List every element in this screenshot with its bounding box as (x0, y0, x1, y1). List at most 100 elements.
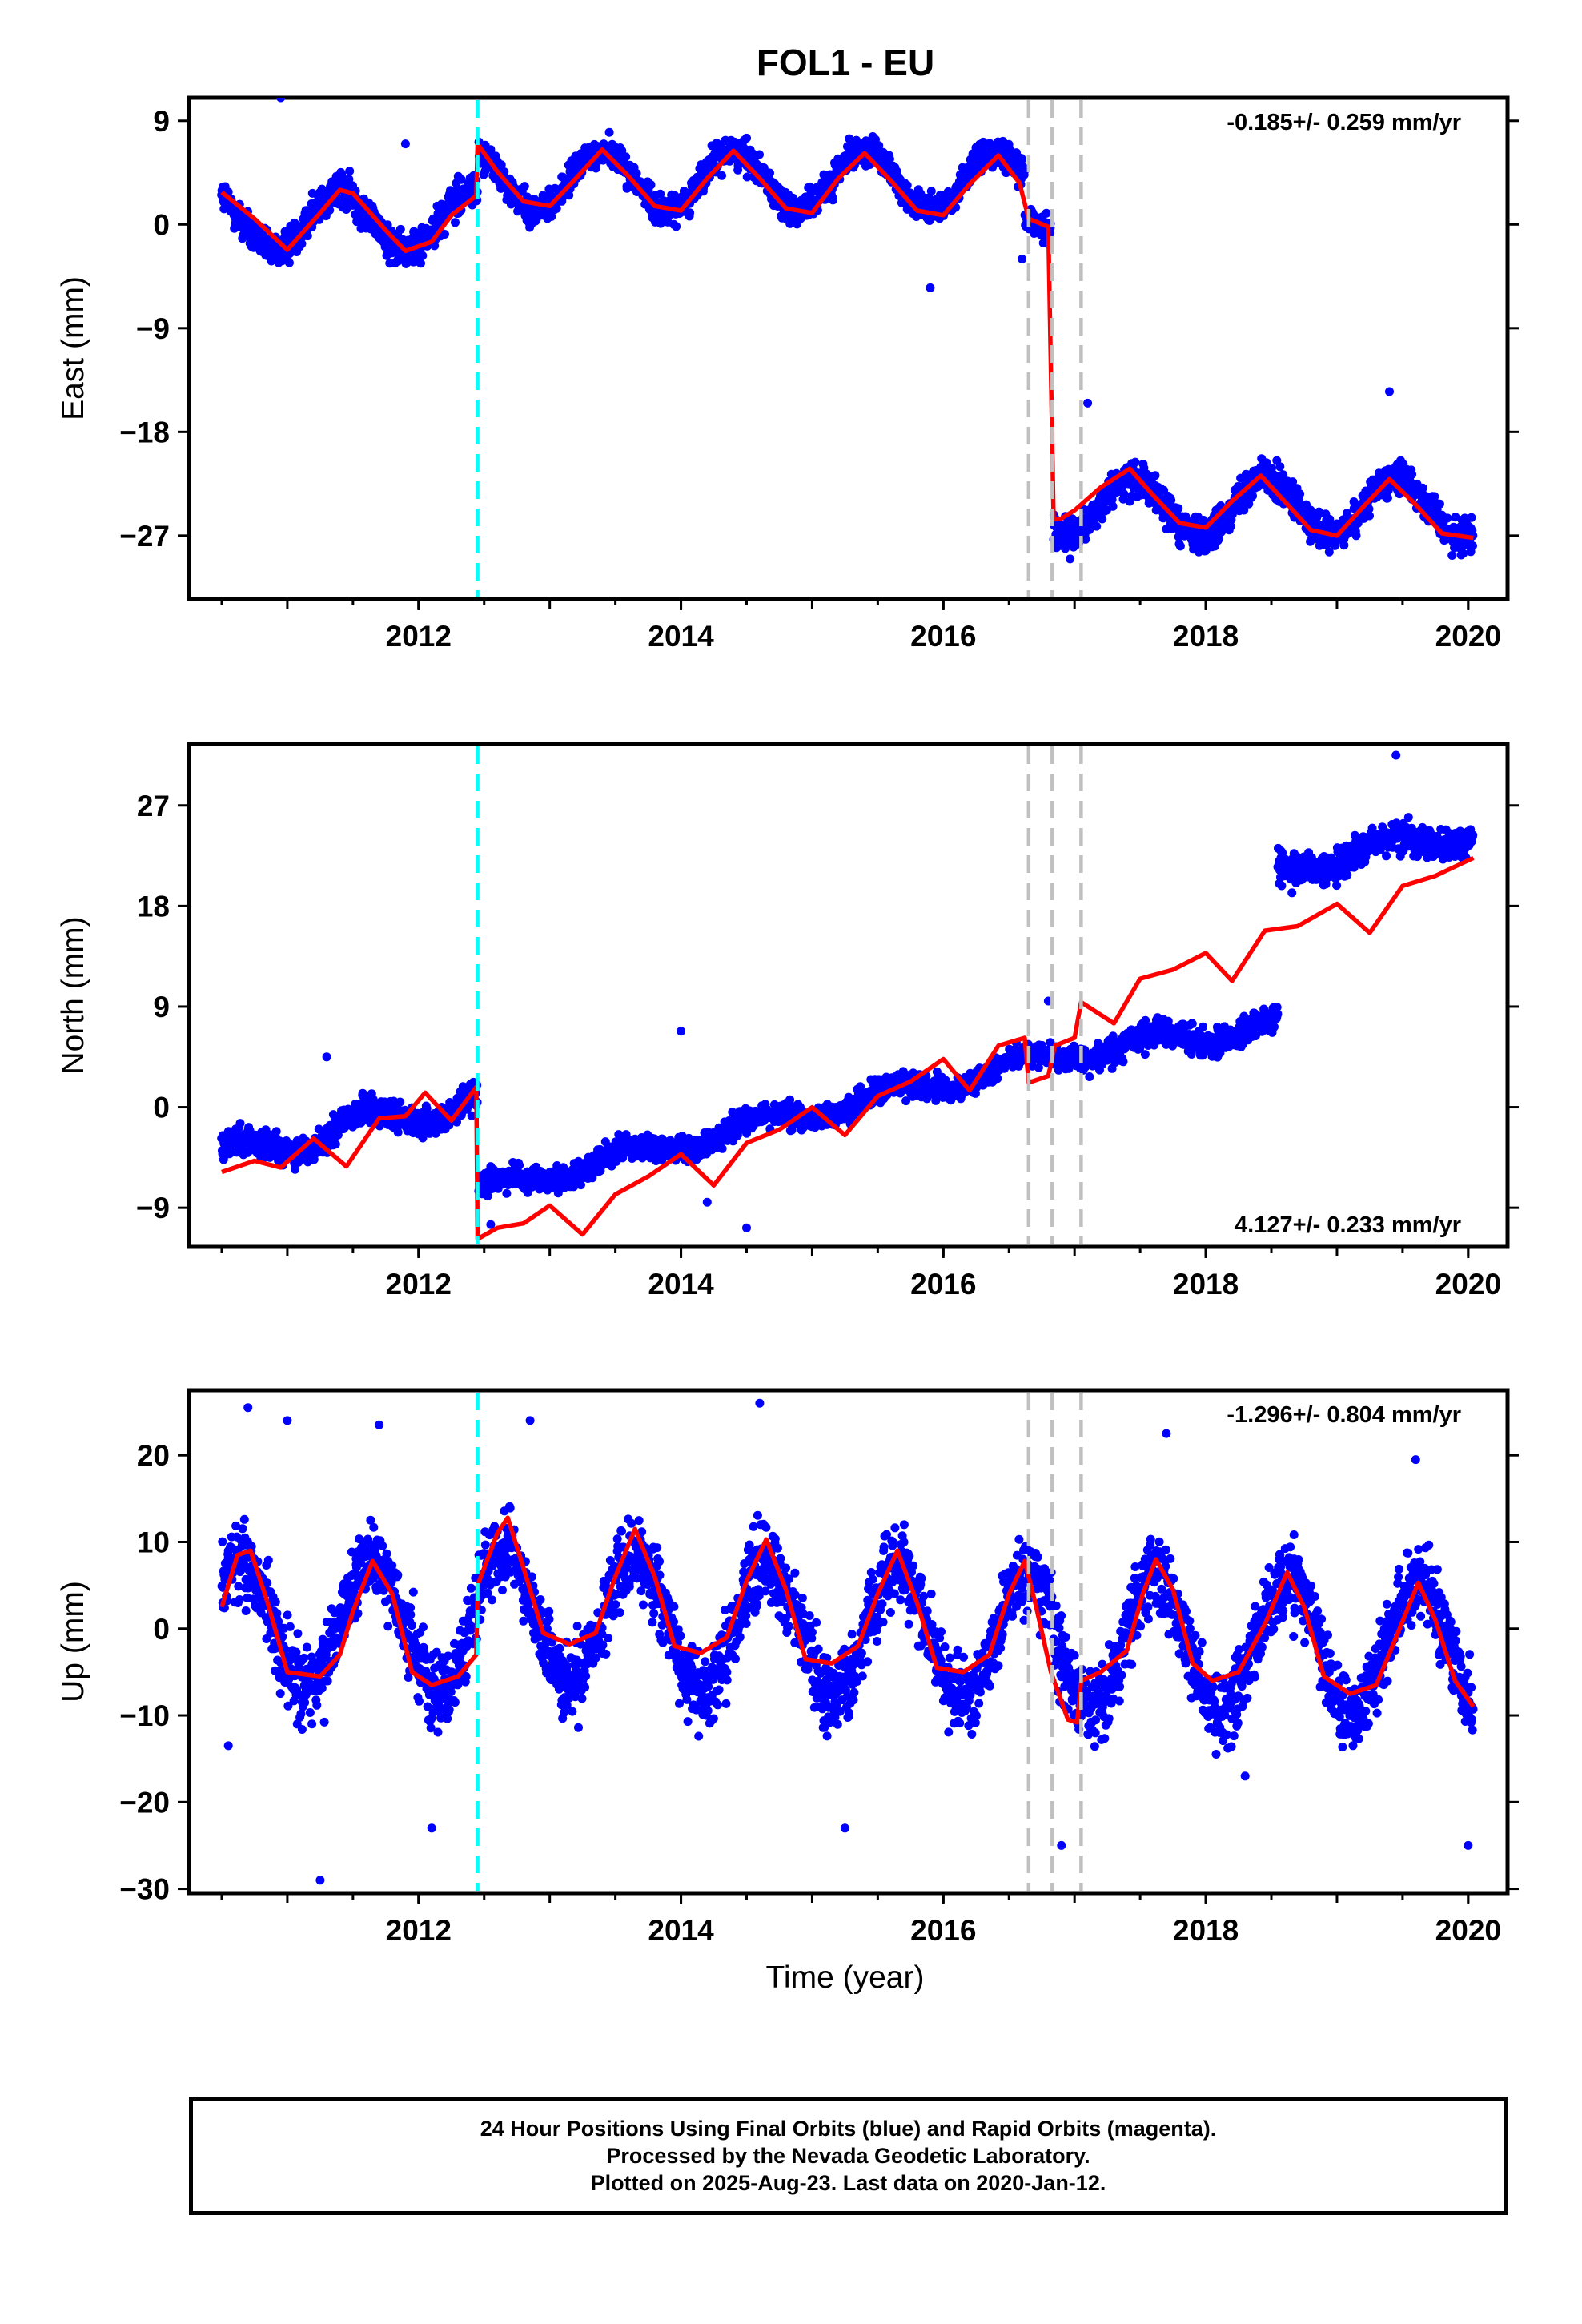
data-point (1239, 505, 1249, 515)
data-point (1447, 551, 1457, 560)
data-point (672, 222, 681, 231)
data-point (1215, 534, 1224, 544)
data-point (604, 127, 614, 137)
data-point (331, 1140, 340, 1149)
data-point (742, 172, 752, 182)
data-point (325, 206, 335, 215)
data-point-outlier (276, 98, 286, 103)
model-line (220, 141, 1474, 541)
data-point-outlier (742, 133, 751, 143)
data-point (646, 180, 656, 190)
data-point (902, 180, 912, 190)
data-point (717, 1144, 727, 1153)
data-point (235, 1119, 245, 1128)
x-tick-label: 2020 (1435, 620, 1501, 653)
data-point (1174, 504, 1183, 513)
data-point (621, 152, 631, 162)
data-point (755, 150, 764, 159)
data-point (621, 1130, 631, 1140)
data-point (1108, 501, 1118, 511)
y-tick-label: 0 (153, 208, 170, 241)
y-tick-label: 9 (153, 105, 170, 138)
data-point (656, 189, 665, 199)
data-point (1351, 531, 1361, 541)
data-point (520, 182, 529, 191)
plot-frame (187, 95, 1510, 601)
data-point (1295, 489, 1305, 499)
data-point (456, 175, 466, 184)
data-point (1407, 469, 1417, 479)
data-point (515, 1160, 524, 1170)
x-tick-label: 2018 (1173, 620, 1239, 653)
data-point (1365, 511, 1374, 521)
data-point (1459, 549, 1468, 558)
data-point (1383, 493, 1392, 503)
data-point (1166, 496, 1176, 505)
data-point (1248, 491, 1257, 501)
data-point (1066, 554, 1075, 564)
data-point (303, 231, 312, 241)
data-point (1119, 489, 1129, 499)
data-point (297, 239, 307, 248)
data-point (552, 203, 561, 213)
data-point (1098, 514, 1107, 524)
data-point-outlier (400, 139, 410, 149)
data-point (1288, 477, 1298, 487)
data-point (440, 230, 449, 239)
y-axis-label: East (mm) (56, 276, 90, 420)
data-point (418, 251, 428, 260)
data-point (856, 1082, 865, 1092)
y-tick-label: −18 (119, 416, 170, 448)
data-point (1017, 155, 1026, 164)
data-point (1443, 513, 1452, 523)
data-point (765, 168, 774, 178)
data-point (1339, 541, 1349, 550)
data-point (416, 259, 425, 268)
data-point (1042, 208, 1051, 218)
data-point (467, 1111, 476, 1120)
data-point (451, 218, 460, 227)
data-point (396, 1097, 405, 1107)
data-point (901, 1096, 911, 1106)
data-point (284, 258, 294, 267)
data-point (1130, 457, 1140, 467)
data-point (486, 145, 496, 155)
data-point-outlier (1385, 387, 1394, 396)
data-point (345, 167, 355, 176)
data-point (926, 187, 936, 196)
data-point (1085, 525, 1094, 534)
data-point (291, 1164, 300, 1174)
data-point (1262, 458, 1271, 468)
y-tick-label: −27 (119, 520, 170, 553)
data-point (1435, 499, 1444, 509)
data-point-outlier (1083, 398, 1093, 408)
x-tick-label: 2016 (910, 620, 976, 653)
data-point (1418, 483, 1427, 493)
data-point (576, 1180, 585, 1190)
data-point (1315, 507, 1323, 517)
chart-title: FOL1 - EU (757, 42, 934, 83)
data-point (393, 1128, 403, 1137)
x-tick-label: 2012 (386, 620, 452, 653)
data-point (828, 195, 837, 205)
data-point (1150, 471, 1160, 480)
data-point (885, 155, 894, 163)
y-tick-label: −9 (136, 312, 170, 345)
data-point (1019, 167, 1029, 176)
data-point (1175, 541, 1185, 551)
x-tick-label: 2014 (648, 620, 714, 653)
data-point (1324, 547, 1334, 557)
data-point (685, 208, 695, 218)
data-point (717, 171, 726, 180)
data-point (1226, 521, 1235, 531)
data-point-outlier (926, 283, 935, 292)
data-point (1275, 462, 1285, 472)
data-point (1467, 513, 1476, 522)
data-point (1451, 513, 1460, 522)
data-point (632, 169, 641, 178)
data-point (1460, 513, 1469, 523)
data-point (344, 175, 354, 184)
